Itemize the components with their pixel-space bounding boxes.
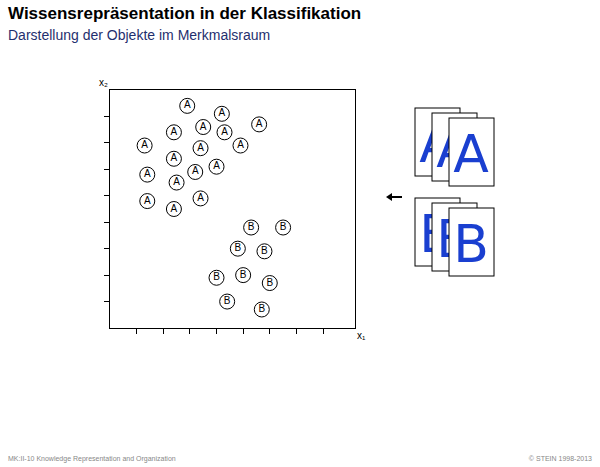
- svg-text:A: A: [141, 139, 148, 150]
- svg-text:A: A: [200, 121, 207, 132]
- svg-text:A: A: [256, 118, 263, 129]
- html-text:Wissensrepräsentation in der K: Wissensrepräsentation in der Klassifikat…: [8, 4, 362, 23]
- svg-text:A: A: [221, 126, 228, 137]
- html-text:Darstellung der Objekte im Mer: Darstellung der Objekte im Merkmalsraum: [8, 27, 271, 43]
- svg-text:A: A: [144, 195, 151, 206]
- svg-text:A: A: [213, 160, 220, 171]
- svg-text:A: A: [237, 139, 244, 150]
- html-text:MK:II-10 Knowledge Representat: MK:II-10 Knowledge Representation and Or…: [8, 455, 176, 462]
- svg-text:A: A: [219, 107, 226, 118]
- svg-text:A: A: [171, 152, 178, 163]
- svg-text:B: B: [248, 221, 255, 232]
- svg-text:A: A: [171, 126, 178, 137]
- svg-text:B: B: [261, 245, 268, 256]
- svg-text:A: A: [184, 99, 191, 110]
- svg-text:A: A: [192, 165, 199, 176]
- svg-text:B: B: [266, 277, 273, 288]
- svg-text:A: A: [171, 203, 178, 214]
- html-text:© STEIN 1998-2013: © STEIN 1998-2013: [528, 455, 592, 462]
- svg-text:x₁: x₁: [357, 330, 366, 341]
- svg-text:B: B: [234, 242, 241, 253]
- svg-text:A: A: [197, 142, 204, 153]
- svg-text:A: A: [453, 124, 489, 184]
- svg-text:B: B: [258, 303, 265, 314]
- svg-text:A: A: [173, 176, 180, 187]
- svg-text:B: B: [240, 269, 247, 280]
- svg-text:A: A: [197, 192, 204, 203]
- svg-text:B: B: [224, 295, 231, 306]
- svg-text:A: A: [144, 168, 151, 179]
- svg-text:B: B: [280, 221, 287, 232]
- svg-text:B: B: [453, 214, 489, 274]
- svg-text:x₂: x₂: [99, 77, 108, 88]
- svg-text:B: B: [213, 271, 220, 282]
